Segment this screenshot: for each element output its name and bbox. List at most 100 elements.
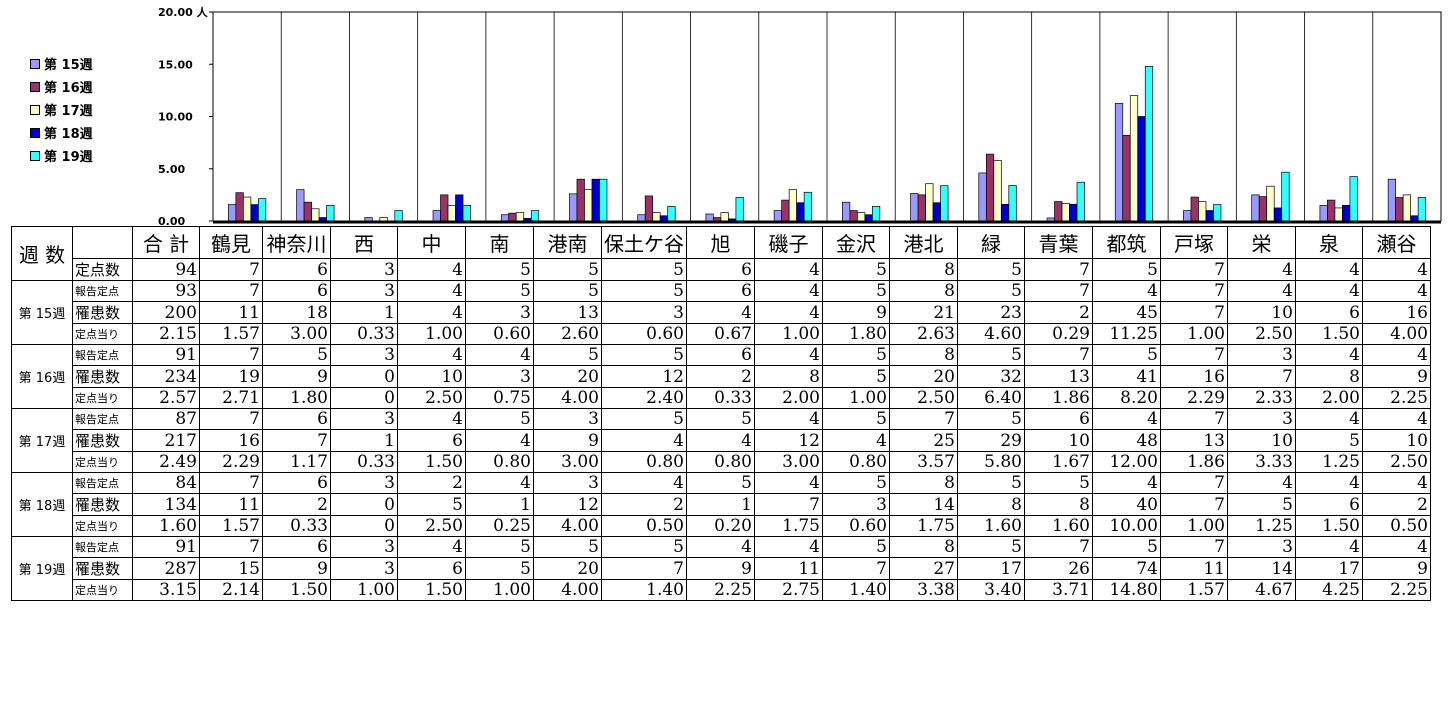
table-cell: 2.25	[1362, 387, 1431, 409]
table-row: 罹患数 134 11 2 0 5 1 12 2 1 7 3 14 8 8 40 7 5 6 2	[12, 493, 1431, 516]
table-cell: 4	[465, 429, 534, 452]
table-cell: 4	[754, 472, 823, 494]
bar	[379, 217, 388, 222]
table-cell: 4	[754, 280, 823, 302]
table-cell: 7	[1160, 536, 1228, 558]
bar	[228, 204, 237, 222]
table-cell: 7	[1024, 536, 1093, 558]
table-cell: 5	[822, 536, 890, 558]
table-cell: 11	[199, 493, 263, 516]
table-cell: 4	[397, 301, 466, 324]
table-cell: 15	[199, 557, 263, 580]
table-cell: 14	[889, 493, 958, 516]
bar	[1205, 210, 1214, 222]
table-cell: 2.60	[533, 323, 602, 345]
week-label: 第 16週	[11, 344, 73, 409]
table-cell: 5	[1295, 429, 1363, 452]
table-cell: 5	[822, 280, 890, 302]
table-cell: 2.57	[132, 387, 200, 409]
table-cell: 2.71	[199, 387, 263, 409]
table-cell: 12	[754, 429, 823, 452]
table-cell: 21	[889, 301, 958, 324]
bar	[735, 197, 744, 222]
table-cell: 7	[199, 408, 263, 430]
table-cell: 3	[330, 280, 398, 302]
table-cell: 134	[132, 493, 200, 516]
ward-header: 旭	[686, 226, 755, 259]
table-cell: 7	[1160, 408, 1228, 430]
table-cell: 9	[262, 557, 331, 580]
table-cell: 6	[1024, 408, 1093, 430]
table-cell: 7	[1160, 493, 1228, 516]
table-cell: 5	[533, 536, 602, 558]
table-cell: 5	[533, 344, 602, 366]
table-cell: 7	[199, 536, 263, 558]
total-header: 合 計	[132, 226, 200, 259]
table-cell: 6	[686, 258, 755, 281]
row-label: 定点当り	[72, 579, 133, 601]
table-cell: 2.29	[199, 451, 263, 473]
bar	[910, 193, 919, 222]
table-cell: 4	[465, 472, 534, 494]
bar	[1395, 197, 1404, 222]
table-cell: 3	[822, 493, 890, 516]
table-cell: 16	[199, 429, 263, 452]
table-cell: 4	[1362, 258, 1431, 281]
table-cell: 0.80	[822, 451, 890, 473]
table-cell: 1.67	[1024, 451, 1093, 473]
table-cell: 4	[601, 429, 687, 452]
table-cell: 2	[686, 365, 755, 388]
table-cell: 5	[1092, 344, 1161, 366]
table-cell: 4.00	[533, 515, 602, 537]
table-cell: 7	[1024, 280, 1093, 302]
table-cell: 4	[1362, 344, 1431, 366]
table-cell: 2	[1362, 493, 1431, 516]
table-row: 定点当り 3.15 2.14 1.50 1.00 1.50 1.00 4.00 1.40 2.25…	[12, 579, 1431, 601]
bar	[1258, 196, 1268, 222]
table-cell: 6	[1295, 493, 1363, 516]
y-tick-label: 5.00	[158, 163, 185, 176]
bar	[773, 210, 782, 222]
table-cell: 0	[330, 493, 398, 516]
table-cell: 14	[1227, 557, 1296, 580]
legend-swatch	[30, 104, 40, 115]
table-cell: 7	[1160, 301, 1228, 324]
bar	[569, 193, 578, 222]
table-cell: 4	[1092, 408, 1161, 430]
ward-header: 西	[330, 226, 398, 259]
ward-header: 栄	[1227, 226, 1296, 259]
bar	[637, 214, 646, 222]
table-cell: 234	[132, 365, 200, 388]
ward-header: 鶴見	[199, 226, 263, 259]
bar	[849, 210, 858, 222]
bar	[796, 202, 805, 222]
table-cell: 4	[601, 472, 687, 494]
bar	[932, 202, 941, 222]
table-cell: 9	[533, 429, 602, 452]
bar	[500, 214, 510, 222]
table-cell: 5	[1092, 536, 1161, 558]
table-cell: 1.00	[822, 387, 890, 409]
table-cell: 7	[1227, 365, 1296, 388]
table-row: 第 18週 報告定点 84 7 6 3 2 4 3 4 5 4 5 8 5 5 4 7 4 4 4	[11, 472, 1431, 537]
table-cell: 3	[330, 472, 398, 494]
table-cell: 217	[132, 429, 200, 452]
table-cell: 1.86	[1024, 387, 1093, 409]
table-row: 定点当り 2.49 2.29 1.17 0.33 1.50 0.80 3.00 0.80 0.80…	[12, 451, 1431, 473]
chart-legend: 第 15週第 16週第 17週第 18週第 19週	[30, 52, 93, 167]
table-cell: 1.50	[262, 579, 331, 601]
y-tick-label: 15.00	[158, 58, 193, 71]
table-cell: 1.50	[397, 579, 466, 601]
table-row: 第 17週 報告定点 87 7 6 3 4 5 3 5 5 4 5 7 5 6 4 7 3 4 4	[11, 408, 1431, 473]
table-cell: 4	[686, 536, 755, 558]
table-cell: 7	[1024, 258, 1093, 281]
table-cell: 0.33	[330, 451, 398, 473]
table-row: 定点当り 1.60 1.57 0.33 0 2.50 0.25 4.00 0.50 0.20 1.7…	[12, 515, 1431, 537]
table-cell: 1.80	[262, 387, 331, 409]
ward-header: 中	[397, 226, 466, 259]
table-cell: 4	[754, 536, 823, 558]
table-cell: 0.60	[601, 323, 687, 345]
table-cell: 10	[397, 365, 466, 388]
bar	[235, 192, 244, 222]
bar	[1000, 203, 1010, 222]
